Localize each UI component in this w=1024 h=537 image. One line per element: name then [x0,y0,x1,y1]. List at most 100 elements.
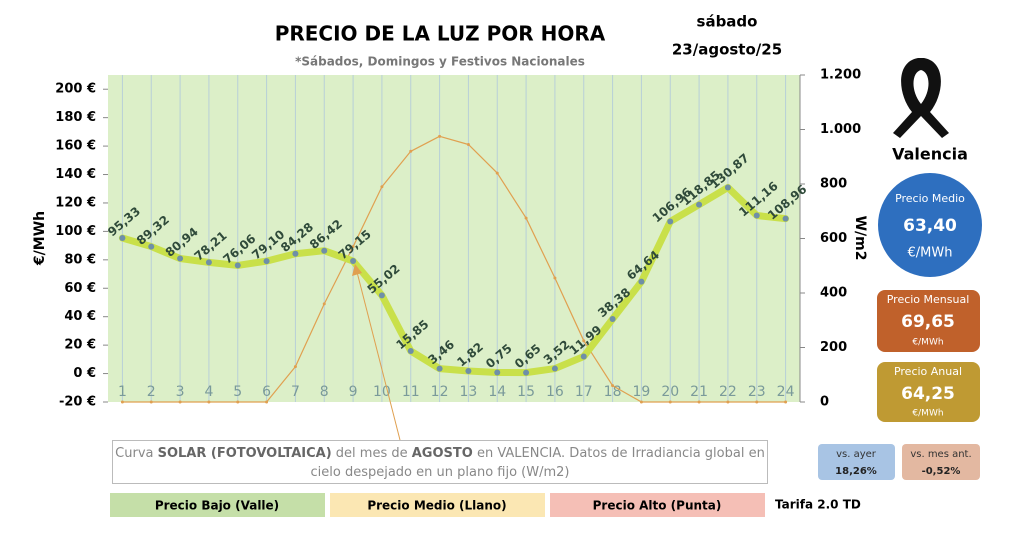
price-point [638,278,645,285]
note-text: SOLAR (FOTOVOLTAICA) [157,446,332,461]
price-point [292,250,299,257]
y-tick-label: 140 € [55,167,96,182]
x-tick-label: 17 [575,384,593,400]
badge-unit: €/MWh [908,246,953,261]
x-tick-label: 20 [661,384,679,400]
solar-point [265,400,269,404]
price-point [753,212,760,219]
x-tick-label: 22 [719,384,737,400]
y-tick-label: 20 € [64,338,96,353]
day: sábado [697,13,758,31]
x-tick-label: 3 [176,384,185,400]
legend-label: Precio Alto (Punta) [593,499,722,513]
solar-point [697,400,701,404]
x-tick-label: 5 [233,384,242,400]
solar-point [639,400,643,404]
arrow-head [352,264,362,276]
price-point [523,369,530,376]
monthly-box [877,290,980,352]
solar-point [755,400,759,404]
price-point [350,258,357,265]
x-tick-label: 2 [147,384,156,400]
x-tick-label: 12 [431,384,449,400]
box-label: vs. ayer [836,449,877,460]
price-point [580,353,587,360]
arrow [356,271,401,441]
y2-tick-label: 200 [820,340,847,355]
box-unit: €/MWh [912,409,943,419]
y-tick-label: 180 € [55,110,96,125]
note-text: Curva [115,446,158,461]
annotation: Curva SOLAR (FOTOVOLTAICA) del mes de AG… [112,440,768,484]
box-value: 64,25 [901,384,955,404]
solar-point [668,400,672,404]
box-label: vs. mes ant. [910,449,971,460]
price-point [782,215,789,222]
note-text: en VALENCIA. Datos de Irradiancia global… [310,446,765,480]
y-tick-label: 100 € [55,224,96,239]
x-tick-label: 13 [460,384,478,400]
y-axis-label: €/MWh [32,211,48,266]
y-tick-label: 80 € [64,252,96,267]
legend-swatch [110,493,325,517]
avg-price-badge [878,173,982,277]
y2-tick-label: 1.000 [820,122,861,137]
price-point [119,235,126,242]
x-tick-label: 6 [262,384,271,400]
x-tick-label: 14 [488,384,506,400]
x-tick-label: 4 [204,384,213,400]
y-tick-label: 40 € [64,309,96,324]
price-point [321,247,328,254]
solar-point [322,302,326,306]
date: 23/agosto/25 [672,41,782,59]
x-tick-label: 11 [402,384,420,400]
price-point [234,262,241,269]
y2-tick-label: 600 [820,231,847,246]
solar-point [351,245,355,249]
vs-yesterday-box [818,444,895,480]
solar-point [207,400,211,404]
x-tick-label: 15 [517,384,535,400]
badge-value: 63,40 [903,216,957,236]
y2-axis-label: W/m2 [852,216,868,261]
price-point [436,365,443,372]
annual-box [877,362,980,422]
box-label: Precio Mensual [887,293,970,306]
legend-label: Precio Bajo (Valle) [155,499,279,513]
price-point [148,243,155,250]
y-tick-label: 120 € [55,195,96,210]
badge-label: Precio Medio [895,192,965,205]
solar-point [784,400,788,404]
solar-point [553,276,557,280]
y-tick-label: 200 € [55,82,96,97]
note-text: AGOSTO [411,446,473,461]
tariff: Tarifa 2.0 TD [775,498,861,512]
solar-point [726,400,730,404]
price-point [407,348,414,355]
legend-swatch [550,493,765,517]
x-tick-label: 16 [546,384,564,400]
y2-tick-label: 800 [820,177,847,192]
x-tick-label: 7 [291,384,300,400]
y2-tick-label: 0 [820,395,829,410]
price-point [177,255,184,262]
solar-point [120,400,124,404]
y2-tick-label: 400 [820,286,847,301]
x-tick-label: 9 [349,384,358,400]
price-point [205,259,212,266]
price-point [494,369,501,376]
legend-label: Precio Medio (Llano) [367,499,506,513]
solar-point [466,142,470,146]
note-text: del mes de [331,446,412,461]
y-tick-label: -20 € [59,395,96,410]
x-tick-label: 23 [748,384,766,400]
y-tick-label: 0 € [73,366,96,381]
plot-area [108,75,800,402]
price-line [118,184,790,377]
ribbon-icon [893,58,949,138]
chart-title: PRECIO DE LA LUZ POR HORA [275,22,606,46]
solar-point [149,400,153,404]
box-value: 18,26% [835,466,877,477]
